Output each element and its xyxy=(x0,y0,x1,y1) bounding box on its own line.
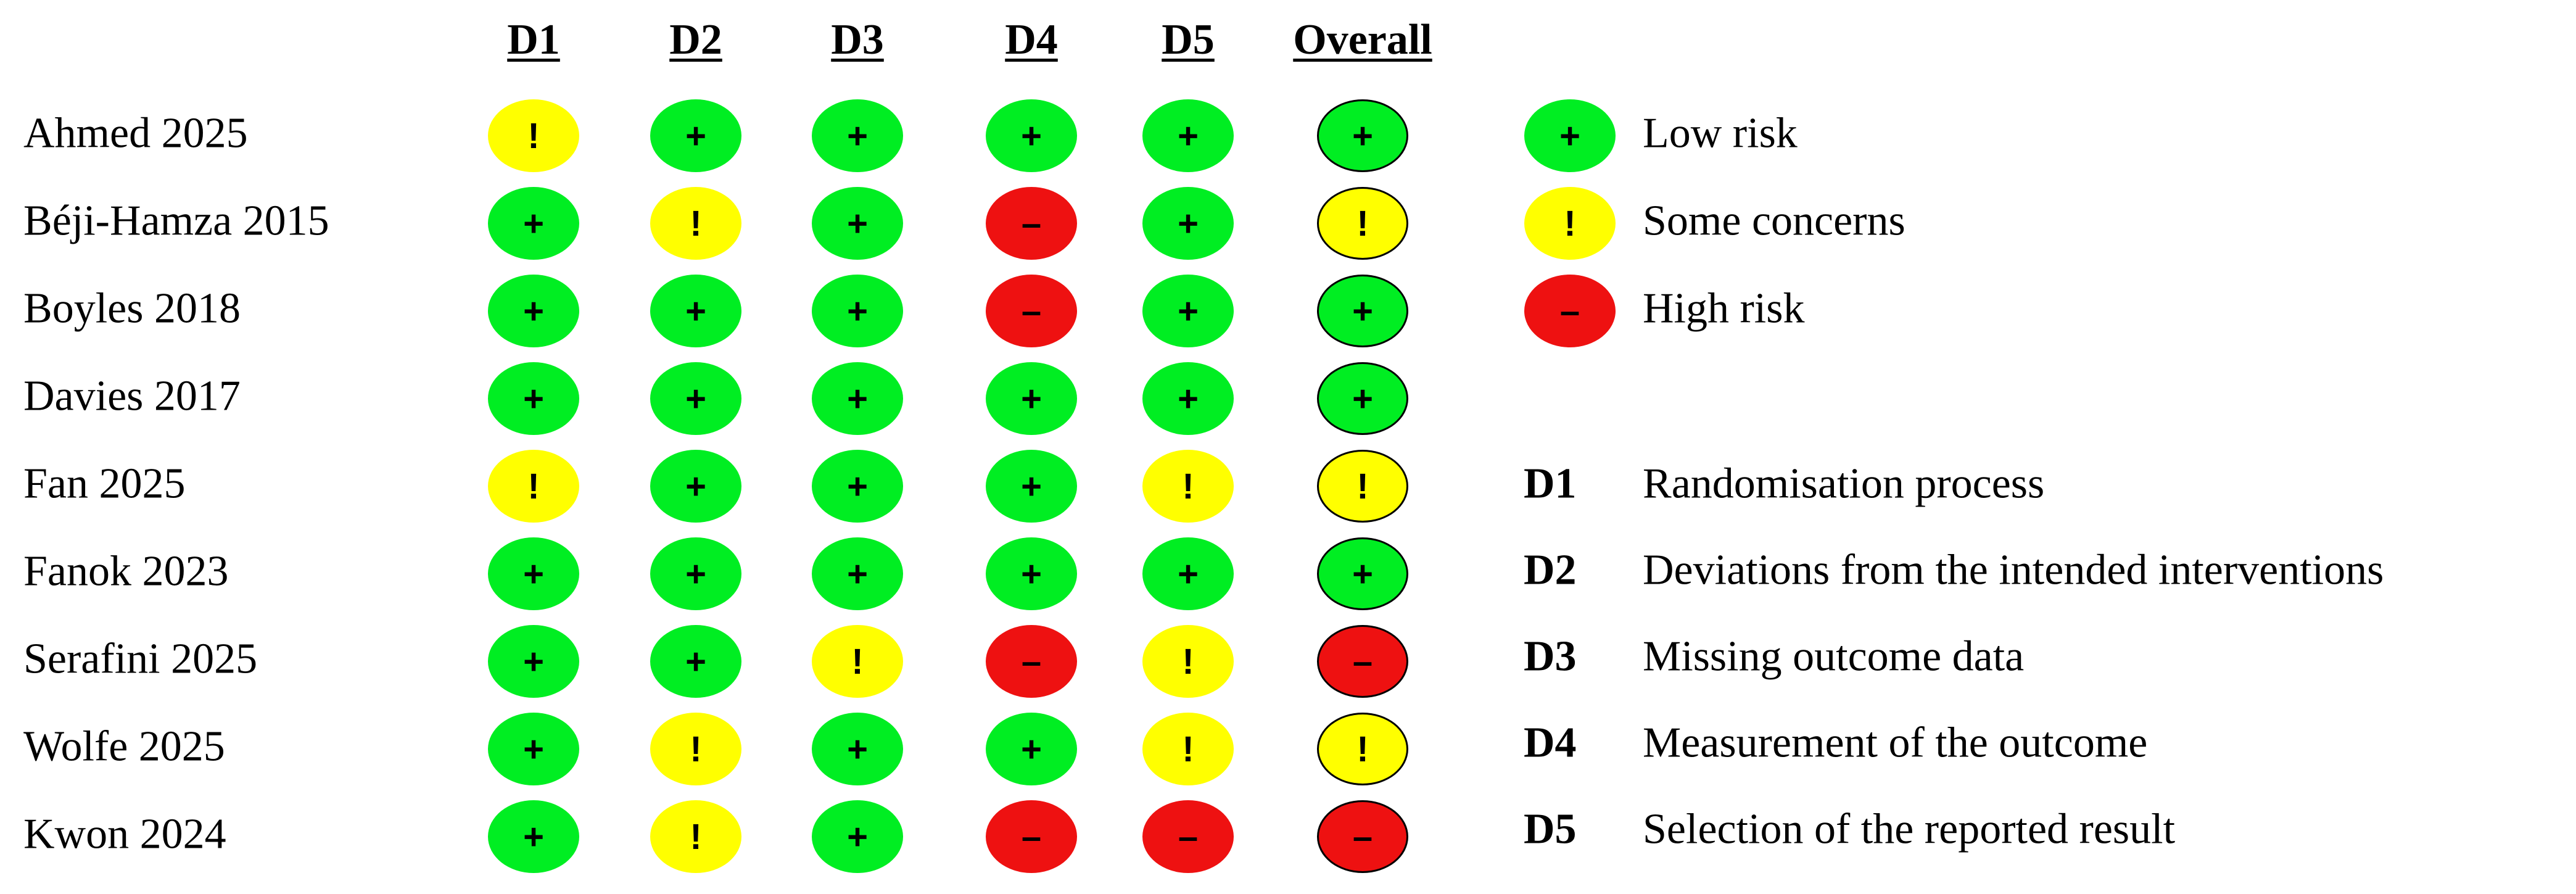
rating-low-icon: + xyxy=(986,362,1077,435)
rating-low-icon: + xyxy=(986,99,1077,172)
rating-low-icon: + xyxy=(812,800,903,873)
rating-some-icon: ! xyxy=(1142,450,1234,523)
study-label: Kwon 2024 xyxy=(23,810,226,858)
legend-domain-code: D3 xyxy=(1524,632,1577,681)
rating-some-icon: ! xyxy=(650,713,741,785)
rating-low-icon: + xyxy=(488,275,579,347)
legend-risk-label: High risk xyxy=(1643,284,1805,333)
rating-low-icon: + xyxy=(812,362,903,435)
study-label: Boyles 2018 xyxy=(23,284,241,333)
legend-domain-code: D1 xyxy=(1524,460,1577,508)
rating-low-icon: + xyxy=(488,187,579,260)
rating-low-icon: + xyxy=(650,275,741,347)
legend-some-icon: ! xyxy=(1524,187,1616,260)
legend-domain-label: Missing outcome data xyxy=(1643,632,2025,681)
study-label: Serafini 2025 xyxy=(23,635,258,683)
rating-low-icon: + xyxy=(812,275,903,347)
rating-low-icon: + xyxy=(488,800,579,873)
rating-low-icon: + xyxy=(488,362,579,435)
rating-low-icon: + xyxy=(1317,99,1408,172)
rating-low-icon: + xyxy=(1142,362,1234,435)
column-header-d3: D3 xyxy=(831,16,884,64)
column-header-d4: D4 xyxy=(1005,16,1058,64)
legend-domain-label: Selection of the reported result xyxy=(1643,805,2176,853)
rating-some-icon: ! xyxy=(488,99,579,172)
rating-some-icon: ! xyxy=(1317,713,1408,785)
rating-some-icon: ! xyxy=(1142,625,1234,698)
rating-high-icon: – xyxy=(986,275,1077,347)
rating-high-icon: – xyxy=(1317,625,1408,698)
rating-low-icon: + xyxy=(1317,275,1408,347)
legend-high-icon: – xyxy=(1524,275,1616,347)
rating-low-icon: + xyxy=(1142,187,1234,260)
rating-high-icon: – xyxy=(986,625,1077,698)
rating-low-icon: + xyxy=(488,537,579,610)
rating-low-icon: + xyxy=(1142,275,1234,347)
column-header-d1: D1 xyxy=(507,16,560,64)
study-label: Davies 2017 xyxy=(23,372,241,420)
study-label: Fanok 2023 xyxy=(23,547,229,595)
rating-some-icon: ! xyxy=(1317,187,1408,260)
rating-some-icon: ! xyxy=(1317,450,1408,523)
rating-low-icon: + xyxy=(986,713,1077,785)
rating-low-icon: + xyxy=(812,537,903,610)
legend-low-icon: + xyxy=(1524,99,1616,172)
rating-low-icon: + xyxy=(1317,537,1408,610)
rating-some-icon: ! xyxy=(812,625,903,698)
rating-high-icon: – xyxy=(986,187,1077,260)
rating-low-icon: + xyxy=(986,450,1077,523)
rating-low-icon: + xyxy=(1142,537,1234,610)
study-label: Béji-Hamza 2015 xyxy=(23,197,329,245)
column-header-overall: Overall xyxy=(1293,16,1432,64)
rating-low-icon: + xyxy=(812,187,903,260)
study-label: Fan 2025 xyxy=(23,460,186,508)
rating-low-icon: + xyxy=(650,625,741,698)
rating-low-icon: + xyxy=(650,537,741,610)
rating-low-icon: + xyxy=(650,99,741,172)
rating-low-icon: + xyxy=(650,362,741,435)
legend-domain-code: D2 xyxy=(1524,546,1577,594)
legend-domain-code: D4 xyxy=(1524,719,1577,767)
rating-low-icon: + xyxy=(812,450,903,523)
rating-some-icon: ! xyxy=(650,187,741,260)
rating-low-icon: + xyxy=(1317,362,1408,435)
rating-low-icon: + xyxy=(1142,99,1234,172)
legend-domain-label: Measurement of the outcome xyxy=(1643,719,2148,767)
rating-low-icon: + xyxy=(650,450,741,523)
legend-domain-code: D5 xyxy=(1524,805,1577,853)
rating-low-icon: + xyxy=(812,713,903,785)
column-header-d5: D5 xyxy=(1162,16,1215,64)
rating-low-icon: + xyxy=(986,537,1077,610)
legend-domain-label: Deviations from the intended interventio… xyxy=(1643,546,2384,594)
legend-risk-label: Low risk xyxy=(1643,109,1798,157)
legend-domain-label: Randomisation process xyxy=(1643,460,2045,508)
rating-some-icon: ! xyxy=(1142,713,1234,785)
rating-low-icon: + xyxy=(488,625,579,698)
legend-risk-label: Some concerns xyxy=(1643,197,1905,245)
study-label: Wolfe 2025 xyxy=(23,722,225,771)
rating-high-icon: – xyxy=(1142,800,1234,873)
rating-low-icon: + xyxy=(488,713,579,785)
rating-high-icon: – xyxy=(1317,800,1408,873)
rating-high-icon: – xyxy=(986,800,1077,873)
study-label: Ahmed 2025 xyxy=(23,109,248,157)
rating-some-icon: ! xyxy=(488,450,579,523)
rating-low-icon: + xyxy=(812,99,903,172)
rating-some-icon: ! xyxy=(650,800,741,873)
column-header-d2: D2 xyxy=(669,16,722,64)
